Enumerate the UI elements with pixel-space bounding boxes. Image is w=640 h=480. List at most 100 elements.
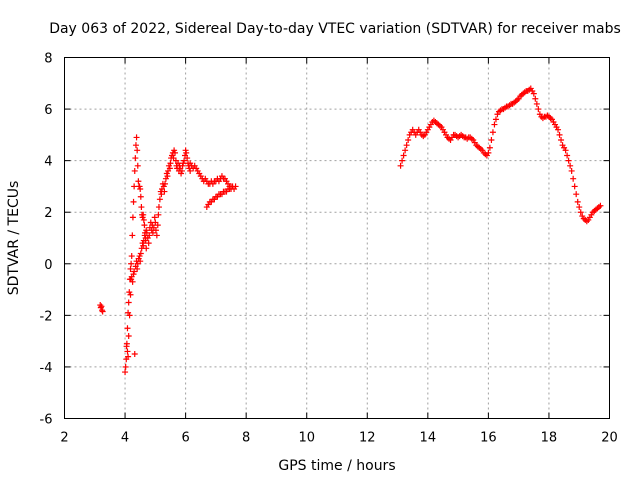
x-tick-label: 6 — [181, 431, 189, 446]
data-point — [155, 211, 162, 218]
data-point — [556, 131, 563, 138]
series-segment-b — [122, 134, 150, 376]
data-point — [532, 95, 539, 102]
data-points-layer — [97, 85, 604, 376]
data-point — [562, 147, 569, 154]
data-point — [99, 307, 106, 314]
data-point — [574, 198, 581, 205]
x-axis-label: GPS time / hours — [278, 458, 395, 474]
ticks-layer — [64, 57, 610, 419]
data-point — [535, 106, 542, 113]
x-tick-label: 16 — [480, 431, 497, 446]
data-point — [488, 137, 495, 144]
series-segment-e — [203, 183, 239, 211]
data-point — [128, 260, 135, 267]
data-point — [151, 214, 158, 221]
data-point — [486, 144, 493, 151]
data-point — [127, 265, 134, 272]
data-point — [164, 173, 171, 180]
y-tick-label: -6 — [40, 413, 53, 428]
data-point — [576, 204, 583, 211]
series-segment-d — [187, 160, 235, 190]
data-point — [555, 126, 562, 133]
data-point — [571, 183, 578, 190]
data-point — [570, 175, 577, 182]
data-point — [99, 308, 106, 315]
data-point — [577, 209, 584, 216]
data-point — [485, 149, 492, 156]
data-point — [564, 152, 571, 159]
data-point — [184, 155, 191, 162]
x-tick-label: 12 — [359, 431, 376, 446]
data-point — [402, 147, 409, 154]
data-point — [153, 232, 160, 239]
y-tick-label: 2 — [44, 206, 52, 221]
x-tick-label: 20 — [601, 431, 618, 446]
data-point — [122, 363, 129, 370]
data-point — [397, 162, 404, 169]
series-segment-c — [123, 147, 194, 360]
data-point — [178, 167, 185, 174]
x-tick-label: 14 — [420, 431, 437, 446]
y-tick-label: -2 — [40, 309, 53, 324]
data-point — [122, 369, 129, 376]
data-point — [155, 204, 162, 211]
data-point — [567, 162, 574, 169]
y-tick-label: 8 — [44, 52, 52, 67]
data-point — [134, 147, 141, 154]
data-point — [158, 191, 165, 198]
data-point — [172, 149, 179, 156]
data-point — [146, 232, 153, 239]
series-segment-a — [97, 302, 106, 315]
data-point — [127, 291, 134, 298]
data-point — [492, 116, 499, 123]
data-point — [489, 129, 496, 136]
data-point — [131, 268, 138, 275]
y-axis-label: SDTVAR / TECUs — [6, 181, 22, 296]
data-point — [124, 325, 131, 332]
data-point — [137, 186, 144, 193]
data-point — [568, 167, 575, 174]
data-point — [128, 253, 135, 260]
data-point — [149, 229, 156, 236]
x-tick-label: 10 — [298, 431, 315, 446]
data-point — [129, 278, 136, 285]
data-point — [126, 312, 133, 319]
data-point — [140, 242, 147, 249]
data-point — [399, 157, 406, 164]
data-point — [134, 265, 141, 272]
data-point — [533, 100, 540, 107]
data-point — [132, 142, 139, 149]
tick-labels-layer: 2 4 6 8 10 12 14 16 18 20 -6 -4 -2 0 2 4 6 8 — [40, 52, 618, 446]
data-point — [154, 222, 161, 229]
data-point — [130, 198, 137, 205]
grid-layer — [64, 57, 610, 419]
data-point — [565, 157, 572, 164]
data-point — [129, 232, 136, 239]
y-tick-label: -4 — [40, 361, 53, 376]
data-point — [123, 343, 130, 350]
data-point — [137, 250, 144, 257]
data-point — [124, 348, 131, 355]
data-point — [131, 351, 138, 358]
data-point — [98, 303, 105, 310]
series-segment-f — [397, 85, 604, 225]
data-point — [125, 299, 132, 306]
data-point — [403, 142, 410, 149]
data-point — [162, 180, 169, 187]
x-tick-label: 8 — [242, 431, 250, 446]
data-point — [558, 137, 565, 144]
data-point — [232, 183, 239, 190]
data-point — [129, 214, 136, 221]
data-point — [131, 167, 138, 174]
data-point — [135, 178, 142, 185]
x-tick-label: 2 — [60, 431, 68, 446]
plot-frame — [64, 57, 610, 419]
data-point — [530, 90, 537, 97]
data-point — [145, 240, 152, 247]
data-point — [167, 160, 174, 167]
data-point — [573, 191, 580, 198]
chart-title: Day 063 of 2022, Sidereal Day-to-day VTE… — [49, 21, 621, 37]
y-tick-label: 6 — [44, 103, 52, 118]
